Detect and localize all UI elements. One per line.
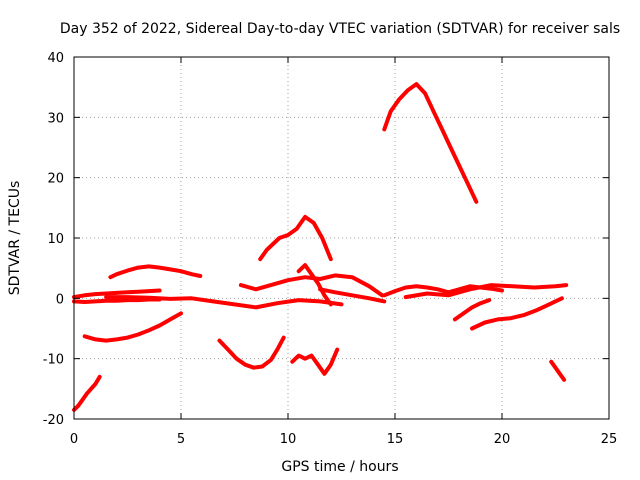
series-line-s2 bbox=[72, 297, 162, 304]
series-line-s9 bbox=[290, 347, 340, 376]
x-axis-label: GPS time / hours bbox=[281, 459, 398, 475]
x-tick-label: 0 bbox=[70, 432, 78, 447]
series-line-s3 bbox=[72, 288, 162, 300]
y-tick-label: -10 bbox=[43, 353, 64, 368]
series-line-s14 bbox=[403, 283, 569, 300]
x-tick-label: 5 bbox=[177, 432, 185, 447]
x-tick-label: 25 bbox=[601, 432, 618, 447]
y-tick-label: -20 bbox=[43, 413, 64, 428]
series-line-s18 bbox=[318, 287, 387, 304]
y-tick-label: 0 bbox=[56, 292, 64, 307]
series-line-s6 bbox=[104, 295, 344, 310]
series-line-s16 bbox=[470, 296, 564, 331]
series-line-s10 bbox=[238, 273, 385, 298]
series-line-s7 bbox=[217, 335, 286, 370]
axis-ticks: 0 5 10 15 20 25 -20 -10 0 10 20 30 40 bbox=[43, 51, 618, 447]
y-tick-label: 20 bbox=[47, 172, 64, 187]
series-line-s11 bbox=[296, 263, 333, 307]
y-tick-label: 30 bbox=[47, 111, 64, 126]
x-tick-label: 10 bbox=[280, 432, 297, 447]
series-line-s17 bbox=[549, 359, 567, 382]
y-tick-label: 10 bbox=[47, 232, 64, 247]
y-tick-label: 40 bbox=[47, 51, 64, 66]
series-line-s15 bbox=[452, 298, 492, 322]
series-line-s8 bbox=[258, 214, 333, 262]
series-line-s5 bbox=[108, 264, 203, 280]
series-line-s4 bbox=[82, 311, 183, 343]
x-tick-label: 20 bbox=[494, 432, 511, 447]
y-axis-label: SDTVAR / TECUs bbox=[7, 181, 23, 296]
grid bbox=[74, 57, 609, 419]
x-tick-label: 15 bbox=[387, 432, 404, 447]
series-group bbox=[72, 82, 569, 412]
series-line-s12 bbox=[382, 82, 479, 204]
chart-title: Day 352 of 2022, Sidereal Day-to-day VTE… bbox=[60, 21, 620, 37]
series-line-s1 bbox=[72, 374, 102, 412]
